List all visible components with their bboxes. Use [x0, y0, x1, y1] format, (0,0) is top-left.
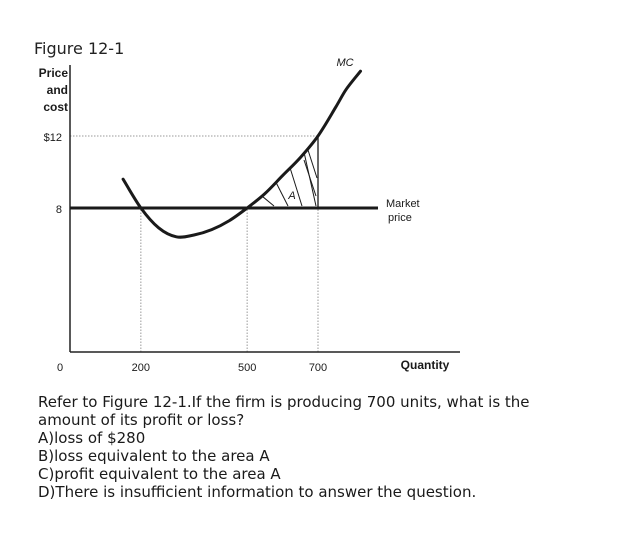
- y-tick-label-12: $12: [44, 132, 62, 144]
- mc-label: MC: [336, 57, 353, 69]
- answer-option-d[interactable]: D)There is insufficient information to a…: [38, 483, 477, 501]
- series: [70, 69, 378, 239]
- question-block: Refer to Figure 12-1.If the firm is prod…: [38, 393, 628, 501]
- y-axis-label-line-1: Price: [39, 66, 69, 80]
- area-a-hatch-line: [261, 195, 275, 207]
- guide-lines: [70, 135, 319, 352]
- answer-option-c[interactable]: C)profit equivalent to the area A: [38, 465, 281, 483]
- chart: A Price and cost 8 $12 0 200 500 700 Quantity MC Ma…: [39, 57, 460, 374]
- x-tick-label-0: 0: [57, 362, 63, 374]
- area-a-label: A: [287, 190, 295, 202]
- x-tick-label-200: 200: [132, 362, 150, 374]
- area-a-outline: [247, 136, 319, 209]
- area-a-hatch-line: [303, 159, 317, 197]
- area-a-hatch-line: [307, 149, 318, 179]
- chart-labels: Price and cost 8 $12 0 200 500 700 Quantity MC Mark…: [39, 57, 450, 374]
- question-text-line-2: amount of its profit or loss?: [38, 411, 245, 429]
- market-price-label-line-1: Market: [386, 198, 420, 210]
- market-price-label-line-2: price: [388, 212, 412, 224]
- y-axis-label-line-3: cost: [43, 100, 68, 114]
- x-axis-label: Quantity: [401, 358, 450, 372]
- question-text-line-1: Refer to Figure 12-1.If the firm is prod…: [38, 393, 530, 411]
- y-axis-label-line-2: and: [47, 83, 68, 97]
- figure-title: Figure 12-1: [34, 39, 125, 58]
- x-tick-label-700: 700: [309, 362, 327, 374]
- answer-option-a[interactable]: A)loss of $280: [38, 429, 146, 447]
- x-tick-label-500: 500: [238, 362, 256, 374]
- shaded-area-a: A: [247, 136, 319, 209]
- answer-option-b[interactable]: B)loss equivalent to the area A: [38, 447, 270, 465]
- area-a-hatch-line: [275, 182, 289, 207]
- y-tick-label-8: 8: [56, 204, 62, 216]
- mc-curve: [121, 69, 362, 239]
- area-a-hatch-line: [289, 167, 303, 207]
